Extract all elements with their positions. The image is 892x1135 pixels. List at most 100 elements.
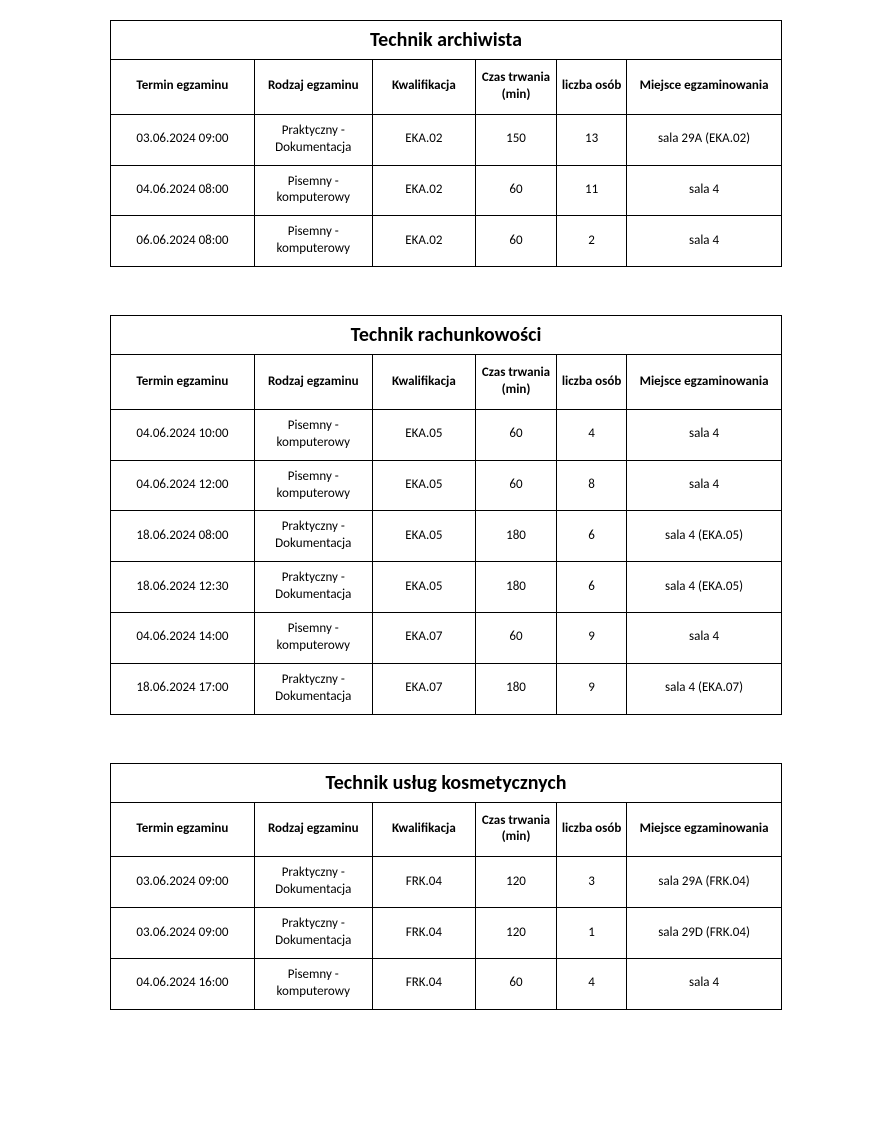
table-cell: sala 4 bbox=[627, 958, 782, 1009]
table-cell: Pisemny - komputerowy bbox=[254, 409, 372, 460]
column-header: Czas trwania (min) bbox=[475, 802, 556, 857]
table-cell: sala 29A (EKA.02) bbox=[627, 114, 782, 165]
table-cell: sala 4 bbox=[627, 613, 782, 664]
table-cell: 120 bbox=[475, 857, 556, 908]
table-cell: FRK.04 bbox=[372, 908, 475, 959]
table-cell: Praktyczny - Dokumentacja bbox=[254, 114, 372, 165]
table-cell: sala 29A (FRK.04) bbox=[627, 857, 782, 908]
table-cell: 4 bbox=[557, 958, 627, 1009]
table-cell: 180 bbox=[475, 663, 556, 714]
table-cell: 04.06.2024 14:00 bbox=[111, 613, 255, 664]
table-cell: EKA.07 bbox=[372, 663, 475, 714]
table-cell: sala 4 (EKA.05) bbox=[627, 562, 782, 613]
table-cell: Praktyczny - Dokumentacja bbox=[254, 857, 372, 908]
table-cell: 9 bbox=[557, 613, 627, 664]
table-cell: 60 bbox=[475, 613, 556, 664]
table-cell: sala 29D (FRK.04) bbox=[627, 908, 782, 959]
column-header: Rodzaj egzaminu bbox=[254, 60, 372, 115]
column-header: Czas trwania (min) bbox=[475, 60, 556, 115]
section-title: Technik usług kosmetycznych bbox=[111, 763, 782, 802]
table-cell: 60 bbox=[475, 165, 556, 216]
table-row: 04.06.2024 10:00Pisemny - komputerowyEKA… bbox=[111, 409, 782, 460]
table-cell: 60 bbox=[475, 409, 556, 460]
table-cell: 60 bbox=[475, 460, 556, 511]
table-cell: 06.06.2024 08:00 bbox=[111, 216, 255, 267]
table-cell: 04.06.2024 16:00 bbox=[111, 958, 255, 1009]
column-header: Kwalifikacja bbox=[372, 355, 475, 410]
table-cell: 9 bbox=[557, 663, 627, 714]
table-cell: FRK.04 bbox=[372, 958, 475, 1009]
table-header-row: Termin egzaminuRodzaj egzaminuKwalifikac… bbox=[111, 802, 782, 857]
table-cell: 18.06.2024 12:30 bbox=[111, 562, 255, 613]
table-cell: sala 4 bbox=[627, 409, 782, 460]
column-header: liczba osób bbox=[557, 60, 627, 115]
table-cell: sala 4 (EKA.05) bbox=[627, 511, 782, 562]
table-cell: 03.06.2024 09:00 bbox=[111, 114, 255, 165]
table-cell: 04.06.2024 10:00 bbox=[111, 409, 255, 460]
column-header: liczba osób bbox=[557, 802, 627, 857]
table-cell: 4 bbox=[557, 409, 627, 460]
exam-schedule-table: Technik rachunkowościTermin egzaminuRodz… bbox=[110, 315, 782, 714]
table-cell: 2 bbox=[557, 216, 627, 267]
table-cell: Pisemny - komputerowy bbox=[254, 958, 372, 1009]
table-cell: 03.06.2024 09:00 bbox=[111, 908, 255, 959]
column-header: Termin egzaminu bbox=[111, 355, 255, 410]
table-cell: 60 bbox=[475, 216, 556, 267]
section-title: Technik rachunkowości bbox=[111, 316, 782, 355]
column-header: Kwalifikacja bbox=[372, 60, 475, 115]
table-cell: 04.06.2024 08:00 bbox=[111, 165, 255, 216]
table-cell: Praktyczny - Dokumentacja bbox=[254, 562, 372, 613]
table-cell: 60 bbox=[475, 958, 556, 1009]
table-row: 04.06.2024 16:00Pisemny - komputerowyFRK… bbox=[111, 958, 782, 1009]
column-header: Miejsce egzaminowania bbox=[627, 355, 782, 410]
table-cell: Pisemny - komputerowy bbox=[254, 216, 372, 267]
table-cell: Praktyczny - Dokumentacja bbox=[254, 908, 372, 959]
table-row: 04.06.2024 14:00Pisemny - komputerowyEKA… bbox=[111, 613, 782, 664]
table-row: 18.06.2024 12:30Praktyczny - Dokumentacj… bbox=[111, 562, 782, 613]
table-cell: 18.06.2024 08:00 bbox=[111, 511, 255, 562]
schedule-table: Technik usług kosmetycznychTermin egzami… bbox=[110, 763, 782, 1010]
column-header: Rodzaj egzaminu bbox=[254, 802, 372, 857]
column-header: Miejsce egzaminowania bbox=[627, 60, 782, 115]
table-cell: 18.06.2024 17:00 bbox=[111, 663, 255, 714]
table-cell: 150 bbox=[475, 114, 556, 165]
table-cell: 03.06.2024 09:00 bbox=[111, 857, 255, 908]
table-cell: Pisemny - komputerowy bbox=[254, 613, 372, 664]
table-cell: EKA.02 bbox=[372, 114, 475, 165]
table-cell: EKA.05 bbox=[372, 460, 475, 511]
table-cell: 6 bbox=[557, 562, 627, 613]
table-row: 04.06.2024 08:00Pisemny - komputerowyEKA… bbox=[111, 165, 782, 216]
tables-container: Technik archiwistaTermin egzaminuRodzaj … bbox=[110, 20, 782, 1010]
table-cell: sala 4 bbox=[627, 460, 782, 511]
table-cell: Praktyczny - Dokumentacja bbox=[254, 663, 372, 714]
table-cell: sala 4 bbox=[627, 216, 782, 267]
table-cell: Praktyczny - Dokumentacja bbox=[254, 511, 372, 562]
table-cell: 180 bbox=[475, 511, 556, 562]
table-cell: EKA.02 bbox=[372, 165, 475, 216]
table-cell: 6 bbox=[557, 511, 627, 562]
table-cell: Pisemny - komputerowy bbox=[254, 165, 372, 216]
table-row: 03.06.2024 09:00Praktyczny - Dokumentacj… bbox=[111, 857, 782, 908]
exam-schedule-table: Technik usług kosmetycznychTermin egzami… bbox=[110, 763, 782, 1010]
table-row: 06.06.2024 08:00Pisemny - komputerowyEKA… bbox=[111, 216, 782, 267]
table-header-row: Termin egzaminuRodzaj egzaminuKwalifikac… bbox=[111, 355, 782, 410]
table-cell: EKA.07 bbox=[372, 613, 475, 664]
table-cell: 8 bbox=[557, 460, 627, 511]
table-row: 03.06.2024 09:00Praktyczny - Dokumentacj… bbox=[111, 908, 782, 959]
table-cell: EKA.05 bbox=[372, 511, 475, 562]
table-cell: Pisemny - komputerowy bbox=[254, 460, 372, 511]
schedule-table: Technik rachunkowościTermin egzaminuRodz… bbox=[110, 315, 782, 714]
table-cell: 13 bbox=[557, 114, 627, 165]
table-cell: 11 bbox=[557, 165, 627, 216]
table-cell: EKA.02 bbox=[372, 216, 475, 267]
section-title: Technik archiwista bbox=[111, 21, 782, 60]
column-header: Termin egzaminu bbox=[111, 60, 255, 115]
table-cell: 120 bbox=[475, 908, 556, 959]
column-header: liczba osób bbox=[557, 355, 627, 410]
table-cell: 180 bbox=[475, 562, 556, 613]
table-cell: sala 4 (EKA.07) bbox=[627, 663, 782, 714]
table-row: 03.06.2024 09:00Praktyczny - Dokumentacj… bbox=[111, 114, 782, 165]
table-cell: EKA.05 bbox=[372, 409, 475, 460]
column-header: Kwalifikacja bbox=[372, 802, 475, 857]
table-row: 18.06.2024 08:00Praktyczny - Dokumentacj… bbox=[111, 511, 782, 562]
